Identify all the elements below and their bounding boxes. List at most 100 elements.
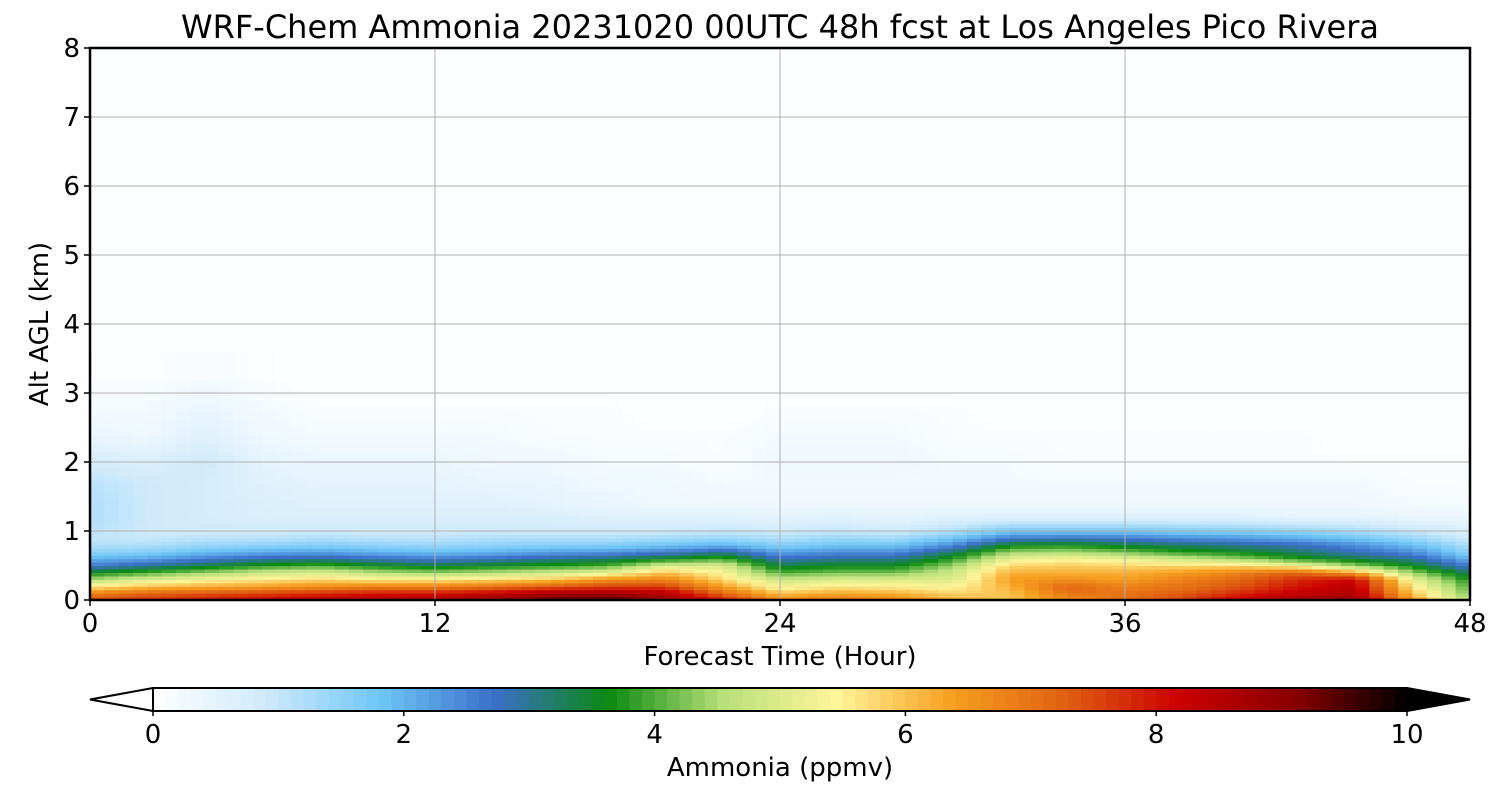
heatmap-cell: [593, 268, 609, 297]
heatmap-cell: [995, 575, 1011, 580]
heatmap-cell: [938, 382, 954, 387]
heatmap-cell: [1010, 406, 1025, 411]
heatmap-cell: [521, 486, 537, 491]
heatmap-cell: [492, 517, 508, 522]
heatmap-cell: [420, 379, 436, 384]
heatmap-cell: [205, 296, 220, 325]
heatmap-cell: [593, 520, 609, 525]
heatmap-cell: [952, 537, 968, 542]
heatmap-cell: [938, 475, 954, 480]
heatmap-cell: [938, 506, 954, 511]
heatmap-cell: [851, 403, 867, 408]
heatmap-cell: [578, 434, 594, 439]
heatmap-cell: [578, 399, 594, 404]
heatmap-cell: [406, 437, 422, 442]
heatmap-cell: [636, 596, 652, 601]
heatmap-cell: [363, 496, 379, 501]
heatmap-cell: [535, 541, 551, 546]
heatmap-cell: [320, 382, 335, 387]
heatmap-cell: [535, 268, 551, 297]
heatmap-cell: [219, 558, 235, 563]
heatmap-cell: [449, 437, 465, 442]
heatmap-cell: [133, 534, 149, 539]
heatmap-cell: [420, 451, 436, 456]
heatmap-cell: [233, 399, 249, 404]
heatmap-cell: [334, 489, 350, 494]
heatmap-cell: [377, 130, 393, 159]
heatmap-cell: [938, 296, 954, 325]
heatmap-cell: [851, 593, 867, 598]
heatmap-cell: [391, 462, 407, 467]
heatmap-cell: [679, 410, 695, 415]
heatmap-cell: [348, 475, 364, 480]
heatmap-cell: [607, 130, 623, 159]
heatmap-cell: [981, 489, 997, 494]
heatmap-cell: [621, 558, 637, 563]
heatmap-cell: [205, 562, 220, 567]
heatmap-cell: [147, 582, 163, 587]
heatmap-cell: [219, 468, 235, 473]
heatmap-cell: [665, 448, 680, 453]
heatmap-cell: [104, 296, 120, 325]
heatmap-cell: [176, 437, 192, 442]
heatmap-cell: [780, 424, 795, 429]
heatmap-cell: [564, 451, 580, 456]
heatmap-cell: [765, 351, 781, 380]
heatmap-cell: [837, 503, 853, 508]
heatmap-cell: [952, 482, 968, 487]
heatmap-cell: [118, 558, 134, 563]
heatmap-cell: [794, 458, 810, 463]
heatmap-cell: [535, 410, 551, 415]
heatmap-cell: [650, 489, 666, 494]
heatmap-cell: [348, 513, 364, 518]
heatmap-cell: [391, 489, 407, 494]
heatmap-cell: [161, 479, 177, 484]
heatmap-cell: [262, 296, 278, 325]
heatmap-cell: [650, 565, 666, 570]
heatmap-cell: [1010, 455, 1025, 460]
heatmap-cell: [363, 472, 379, 477]
heatmap-cell: [952, 503, 968, 508]
heatmap-cell: [923, 413, 939, 418]
heatmap-cell: [334, 434, 350, 439]
heatmap-cell: [435, 572, 450, 577]
heatmap-cell: [262, 596, 278, 601]
heatmap-cell: [722, 537, 738, 542]
heatmap-cell: [377, 541, 393, 546]
heatmap-cell: [880, 437, 896, 442]
heatmap-cell: [147, 499, 163, 504]
heatmap-cell: [420, 389, 436, 394]
heatmap-cell: [363, 437, 379, 442]
heatmap-cell: [492, 593, 508, 598]
heatmap-cell: [808, 555, 824, 560]
heatmap-cell: [722, 468, 738, 473]
heatmap-cell: [190, 493, 206, 498]
heatmap-cell: [219, 413, 235, 418]
heatmap-cell: [276, 75, 292, 104]
heatmap-cell: [851, 555, 867, 560]
heatmap-cell: [219, 420, 235, 425]
heatmap-cell: [650, 462, 666, 467]
heatmap-cell: [837, 548, 853, 553]
heatmap-cell: [794, 562, 810, 567]
heatmap-cell: [780, 448, 795, 453]
heatmap-cell: [104, 382, 120, 387]
heatmap-cell: [219, 510, 235, 515]
heatmap-cell: [823, 441, 839, 446]
heatmap-cell: [923, 186, 939, 215]
heatmap-cell: [794, 324, 810, 353]
heatmap-cell: [722, 499, 738, 504]
heatmap-cell: [478, 403, 494, 408]
heatmap-cell: [780, 582, 795, 587]
heatmap-cell: [578, 448, 594, 453]
heatmap-cell: [262, 268, 278, 297]
heatmap-cell: [118, 503, 134, 508]
heatmap-cell: [190, 579, 206, 584]
heatmap-cell: [478, 568, 494, 573]
heatmap-cell: [636, 486, 652, 491]
heatmap-cell: [276, 531, 292, 536]
heatmap-cell: [966, 413, 982, 418]
heatmap-cell: [420, 465, 436, 470]
heatmap-cell: [593, 389, 609, 394]
heatmap-cell: [636, 520, 652, 525]
